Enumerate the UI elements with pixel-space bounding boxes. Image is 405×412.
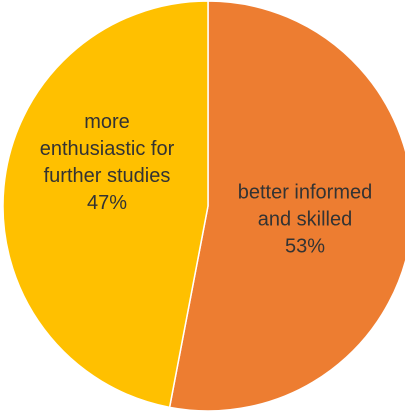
slice-category-label-line: better informed xyxy=(238,181,373,203)
slice-category-label-line: further studies xyxy=(44,165,171,187)
slice-label-2: more enthusiastic for further studies 47% xyxy=(40,111,175,214)
slice-category-label-line: and skilled xyxy=(258,208,353,230)
slice-category-label-line: more xyxy=(84,111,130,133)
slice-percent-label: 53% xyxy=(285,235,325,257)
slice-percent-label: 47% xyxy=(87,192,127,214)
pie-slice-2 xyxy=(2,0,209,409)
slice-label-1: better informed and skilled 53% xyxy=(238,181,373,257)
slice-category-label-line: enthusiastic for xyxy=(40,138,175,160)
pie-slice-1 xyxy=(168,0,405,412)
